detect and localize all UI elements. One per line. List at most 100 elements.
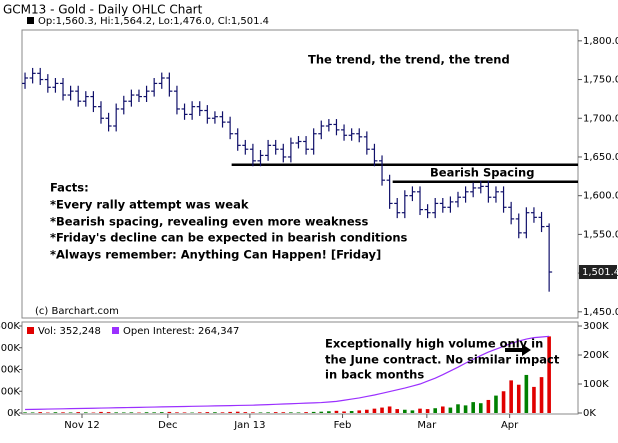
y-tick-label: 0K — [7, 408, 20, 419]
legend-swatch — [27, 327, 34, 334]
volume-bar — [342, 411, 346, 413]
y-tick-label: 1,600.0 — [583, 191, 618, 202]
volume-bar — [114, 412, 118, 413]
legend-entry: Open Interest: 264,347 — [123, 326, 239, 337]
legend-swatch — [27, 17, 34, 24]
volume-bar — [213, 412, 217, 413]
volume-bar — [159, 412, 164, 413]
volume-bar — [532, 386, 536, 413]
volume-bar — [228, 411, 232, 413]
volume-bar — [478, 403, 483, 413]
last-price-box — [579, 265, 617, 280]
y-tick-label: 1,750.0 — [583, 75, 618, 86]
legend-swatch — [112, 327, 119, 334]
volume-bar — [205, 412, 210, 413]
x-tick-label: Mar — [417, 420, 437, 431]
volume-bar — [99, 411, 103, 413]
volume-bar — [167, 411, 172, 413]
volume-bar — [463, 405, 468, 413]
volume-bar — [456, 404, 460, 413]
annotation: The trend, the trend, the trend — [308, 53, 510, 67]
volume-bar — [266, 412, 270, 413]
y2-tick-label: 300K — [583, 321, 609, 332]
price-panel — [21, 29, 579, 319]
y2-tick-label: 100K — [583, 379, 609, 390]
volume-bar — [319, 411, 324, 413]
volume-bar — [258, 412, 263, 413]
volume-bar — [152, 412, 156, 413]
volume-bar — [524, 374, 529, 413]
volume-panel — [21, 321, 579, 415]
x-tick-label: Feb — [334, 420, 352, 431]
annotation: (c) Barchart.com — [35, 306, 119, 317]
volume-bar — [403, 409, 407, 413]
volume-bar — [365, 409, 369, 413]
volume-bar — [387, 406, 392, 413]
volume-bar — [448, 407, 453, 413]
annotation: the June contract. No similar impact — [325, 353, 560, 367]
volume-bar — [501, 391, 506, 413]
volume-bar — [121, 412, 126, 413]
volume-bar — [281, 412, 286, 413]
annotation: *Every rally attempt was weak — [50, 198, 249, 212]
volume-bar — [440, 406, 445, 413]
legend-entry: Vol: 352,248 — [38, 326, 101, 337]
annotation: Exceptionally high volume only in — [325, 337, 543, 351]
volume-bar — [433, 408, 438, 413]
x-tick-label: Apr — [501, 420, 519, 431]
x-tick-label: Jan 13 — [233, 420, 265, 431]
volume-bar — [380, 407, 384, 413]
volume-bar — [486, 399, 491, 413]
volume-bar — [61, 412, 65, 413]
volume-bar — [68, 412, 73, 413]
legend-text: Op:1,560.3, Hi:1,564.2, Lo:1,476.0, Cl:1… — [38, 16, 269, 27]
volume-bar — [175, 412, 179, 413]
y-tick-label: 1,550.0 — [583, 229, 618, 240]
volume-bar — [251, 412, 255, 413]
annotation: *Friday's decline can be expected in bea… — [50, 231, 408, 245]
y2-tick-label: 200K — [583, 350, 609, 361]
volume-bar — [494, 395, 498, 413]
annotation: in back months — [325, 368, 424, 382]
volume-bar — [220, 412, 225, 413]
volume-bar — [410, 410, 415, 413]
volume-bar — [334, 410, 339, 413]
y-tick-label: 1,450.0 — [583, 307, 618, 318]
y-tick-label: 1,800.0 — [583, 36, 618, 47]
volume-bar — [418, 408, 422, 413]
volume-bar — [357, 410, 362, 413]
y-tick-label: 100K — [0, 386, 20, 397]
volume-bar — [23, 412, 27, 413]
volume-bar — [395, 409, 400, 413]
volume-bar — [304, 412, 308, 413]
volume-bar — [471, 402, 475, 413]
volume-bar — [182, 412, 187, 413]
volume-bar — [372, 408, 377, 413]
volume-bar — [509, 380, 513, 413]
volume-bar — [144, 412, 149, 413]
y-tick-label: 400K — [0, 321, 20, 332]
y-tick-label: 1,700.0 — [583, 113, 618, 124]
volume-bar — [243, 412, 248, 413]
x-tick-label: Dec — [158, 420, 177, 431]
annotation: *Bearish spacing, revealing even more we… — [50, 215, 369, 229]
volume-bar — [197, 412, 202, 413]
volume-bar — [84, 412, 88, 413]
last-price-label: 1,501.4 — [582, 267, 618, 278]
volume-bar — [289, 412, 293, 413]
volume-bar — [547, 336, 551, 413]
y2-tick-label: 0K — [583, 408, 596, 419]
annotation: Facts: — [50, 181, 89, 195]
volume-bar — [296, 412, 301, 413]
volume-bar — [327, 411, 331, 413]
volume-bar — [30, 412, 35, 413]
annotation: Bearish Spacing — [430, 166, 534, 180]
volume-bar — [273, 412, 278, 413]
volume-bar — [106, 412, 111, 413]
annotation: *Always remember: Anything Can Happen! [… — [50, 248, 381, 262]
x-tick-label: Nov 12 — [64, 420, 99, 431]
arrow — [505, 344, 531, 356]
volume-bar — [425, 409, 430, 413]
chart-title: GCM13 - Gold - Daily OHLC Chart — [3, 3, 203, 17]
